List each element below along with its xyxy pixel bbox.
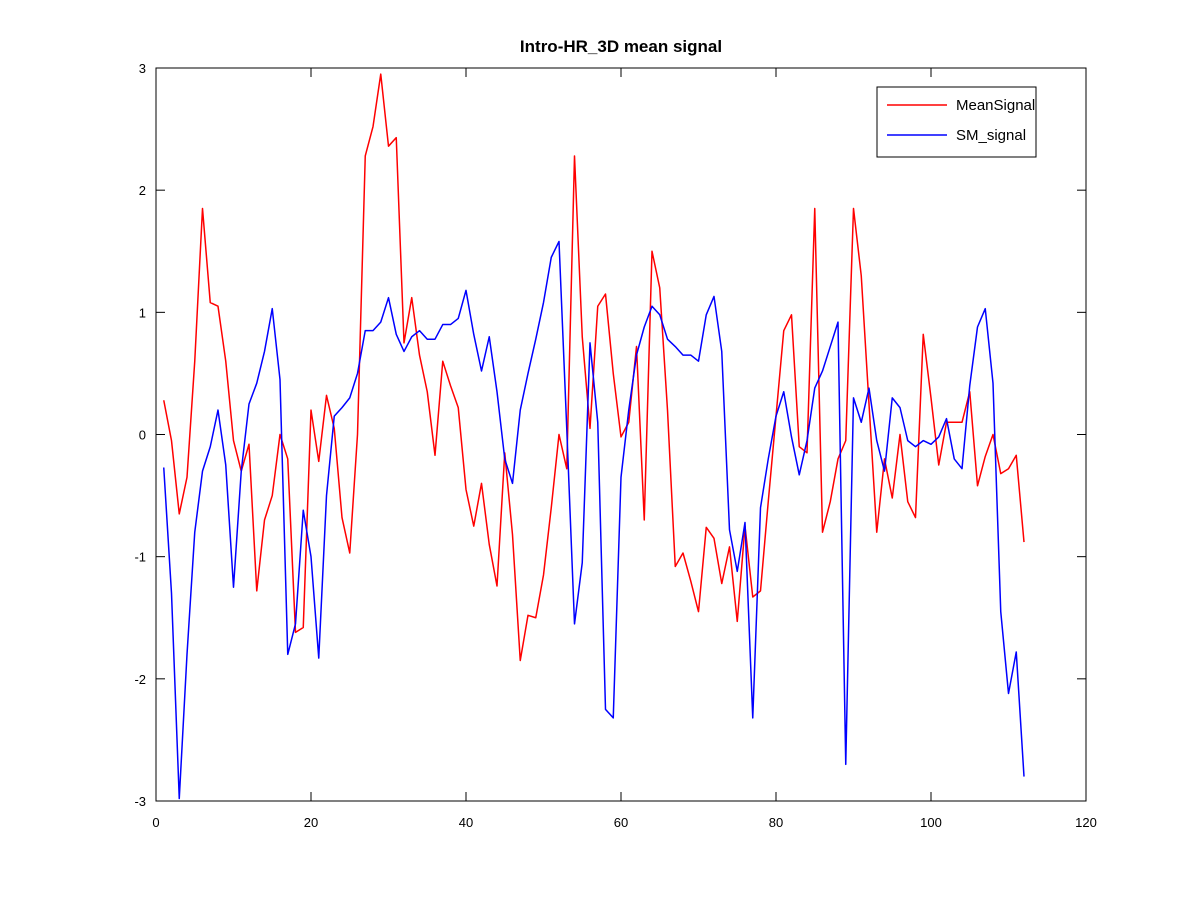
y-tick-label: 1 (139, 305, 146, 320)
legend: MeanSignal SM_signal (876, 86, 1037, 158)
axes-box (155, 67, 1087, 802)
x-tick-label: 60 (614, 815, 628, 830)
y-tick-label: -3 (134, 794, 146, 809)
x-tick-label: 20 (304, 815, 318, 830)
x-tick-label: 120 (1075, 815, 1097, 830)
x-tick-label: 100 (920, 815, 942, 830)
legend-box (876, 86, 1037, 158)
x-tick-label: 40 (459, 815, 473, 830)
legend-label: SM_signal (956, 127, 1026, 144)
data-line (163, 73, 1025, 662)
y-tick-label: 2 (139, 183, 146, 198)
y-tick-label: 3 (139, 61, 146, 76)
x-tick-label: 80 (769, 815, 783, 830)
chart-title: Intro-HR_3D mean signal (520, 37, 722, 56)
y-tick-label: 0 (139, 428, 146, 443)
x-tick-label: 0 (152, 815, 159, 830)
legend-label: MeanSignal (956, 97, 1035, 114)
data-line (163, 240, 1025, 800)
y-tick-label: -2 (134, 672, 146, 687)
y-tick-label: -1 (134, 550, 146, 565)
